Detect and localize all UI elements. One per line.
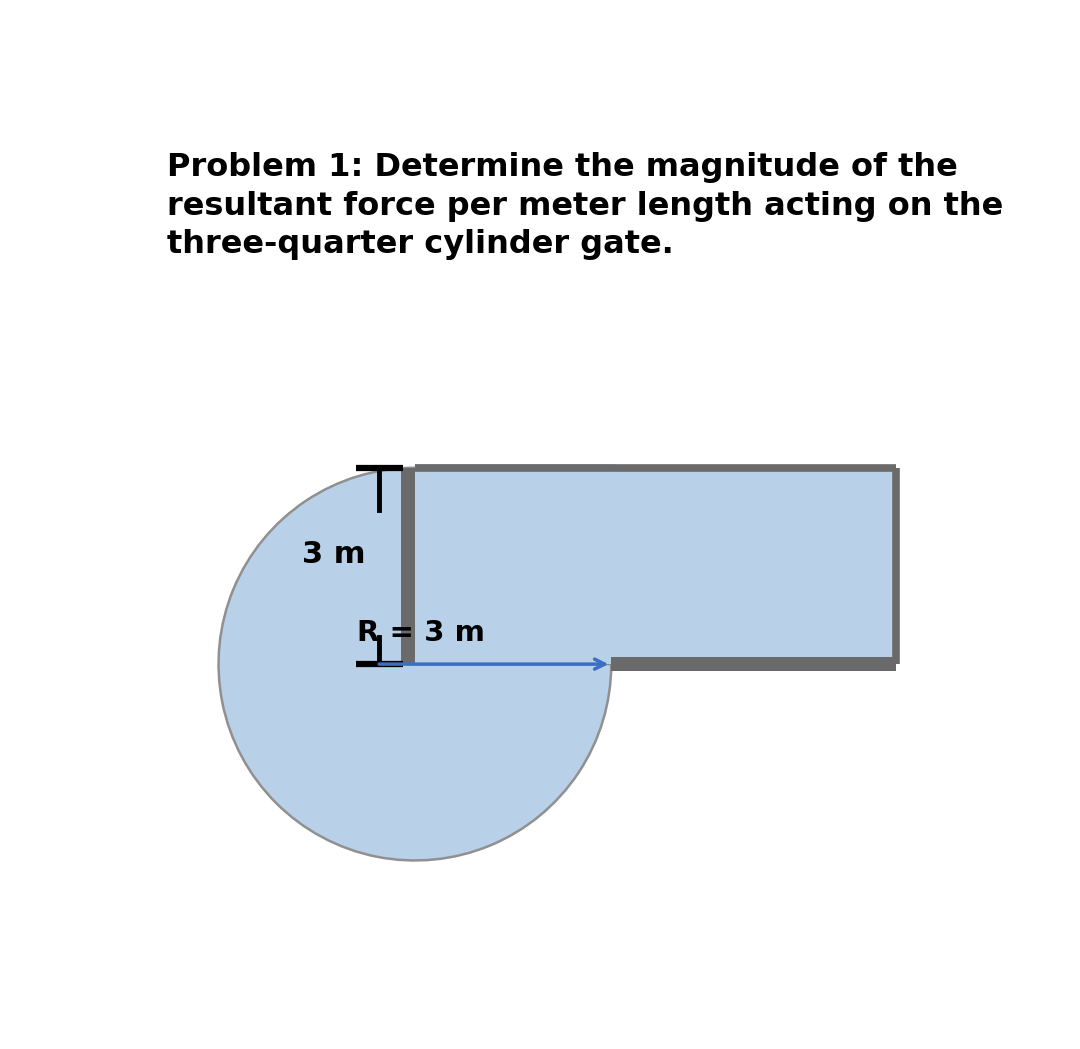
Text: three-quarter cylinder gate.: three-quarter cylinder gate.: [167, 229, 674, 260]
Text: Problem 1: Determine the magnitude of the: Problem 1: Determine the magnitude of th…: [167, 152, 958, 184]
Bar: [611, 657, 896, 671]
Bar: [415, 468, 896, 664]
Text: R = 3 m: R = 3 m: [357, 619, 485, 647]
Bar: [401, 468, 415, 664]
Bar: [415, 464, 616, 664]
Wedge shape: [218, 468, 611, 860]
Text: 3 m: 3 m: [302, 540, 366, 569]
Text: resultant force per meter length acting on the: resultant force per meter length acting …: [167, 191, 1003, 221]
